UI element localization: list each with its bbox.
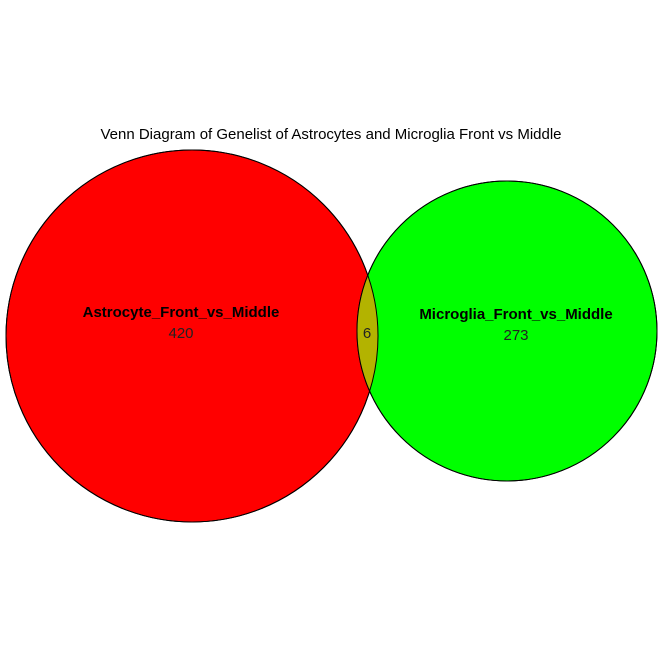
count-astrocyte-only: 420 xyxy=(168,325,193,342)
set-outline-astrocyte xyxy=(5,149,379,523)
count-microglia-only: 273 xyxy=(503,327,528,344)
set-outline-microglia xyxy=(356,180,658,482)
set-label-astrocyte: Astrocyte_Front_vs_Middle xyxy=(83,304,280,321)
count-overlap: 6 xyxy=(363,325,371,342)
diagram-title: Venn Diagram of Genelist of Astrocytes a… xyxy=(100,126,561,143)
set-label-microglia: Microglia_Front_vs_Middle xyxy=(419,306,612,323)
